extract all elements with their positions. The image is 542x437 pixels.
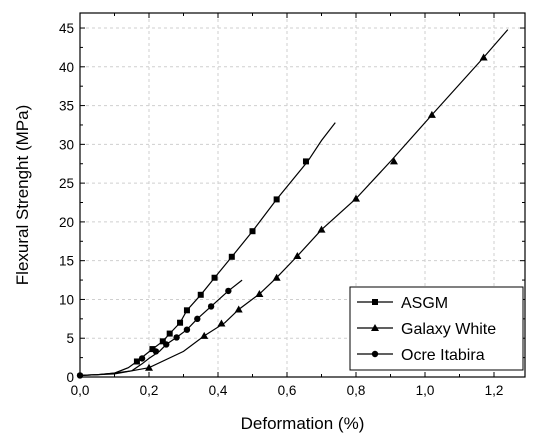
data-point-asgm: [249, 228, 256, 235]
data-point-asgm: [197, 291, 204, 298]
data-point-asgm: [228, 253, 235, 260]
data-point-ocre-itabira: [183, 326, 191, 333]
data-point-galaxy-white: [255, 290, 264, 298]
series-layer: [76, 29, 509, 379]
legend-marker-galaxy-white: [371, 324, 379, 331]
data-point-galaxy-white: [234, 305, 243, 313]
y-tick-label: 5: [66, 331, 74, 346]
data-point-ocre-itabira: [138, 355, 146, 362]
legend-label-ocre-itabira: Ocre Itabira: [401, 347, 485, 364]
data-point-asgm: [166, 330, 173, 337]
tick-labels: 0,0 0,2 0,4 0,6 0,8 1,0 1,2 0 5 10 15 20 25 30 35 40 45: [59, 21, 503, 398]
plot-area-frame: [79, 12, 526, 378]
grid-lines: [80, 13, 525, 377]
data-point-ocre-itabira: [163, 341, 170, 348]
data-point-ocre-itabira: [152, 348, 160, 355]
data-point-ocre-itabira: [194, 315, 201, 323]
data-point-galaxy-white: [200, 331, 209, 339]
data-point-ocre-itabira: [225, 287, 232, 295]
legend: ASGM Galaxy White Ocre Itabira: [349, 286, 524, 371]
data-point-ocre-itabira: [207, 303, 215, 310]
y-tick-label: 35: [59, 99, 74, 114]
data-point-ocre-itabira: [173, 334, 180, 341]
data-point-asgm: [159, 338, 166, 345]
y-tick-label: 20: [59, 215, 74, 230]
y-tick-label: 0: [66, 370, 74, 385]
data-point-asgm: [273, 196, 280, 203]
data-point-asgm: [211, 274, 218, 281]
data-point-asgm: [133, 358, 140, 365]
data-point-asgm: [183, 307, 190, 314]
data-point-galaxy-white: [479, 53, 488, 61]
x-tick-label: 0,0: [71, 383, 90, 398]
data-point-galaxy-white: [352, 194, 360, 202]
x-tick-label: 0,4: [209, 383, 228, 398]
y-tick-label: 10: [59, 292, 74, 307]
data-point-asgm: [302, 158, 309, 165]
data-point-asgm: [177, 319, 184, 326]
y-tick-label: 40: [59, 60, 74, 75]
data-point-galaxy-white: [145, 363, 153, 371]
series-ocre-itabira: [76, 279, 243, 379]
x-axis-title: Deformation (%): [241, 414, 365, 433]
y-tick-label: 45: [59, 21, 74, 36]
data-point-asgm: [149, 346, 156, 353]
data-point-galaxy-white: [272, 273, 281, 281]
x-tick-label: 1,2: [485, 383, 504, 398]
legend-marker-ocre-itabira: [371, 350, 379, 358]
legend-label-asgm: ASGM: [401, 295, 448, 312]
x-tick-label: 1,0: [416, 383, 435, 398]
axis-ticks: [79, 13, 525, 378]
data-point-galaxy-white: [389, 157, 398, 165]
series-line-asgm: [79, 122, 336, 376]
y-tick-label: 15: [59, 254, 74, 269]
x-tick-label: 0,2: [140, 383, 159, 398]
x-tick-label: 0,6: [278, 383, 297, 398]
legend-marker-asgm: [372, 299, 378, 305]
data-point-galaxy-white: [293, 252, 302, 260]
series-asgm: [79, 122, 336, 376]
legend-entries: ASGM Galaxy White Ocre Itabira: [357, 295, 496, 364]
legend-label-galaxy-white: Galaxy White: [401, 321, 496, 338]
y-axis-title: Flexural Strenght (MPa): [13, 105, 32, 285]
x-tick-label: 0,8: [347, 383, 366, 398]
data-point-galaxy-white: [317, 225, 326, 233]
data-point-galaxy-white: [427, 110, 436, 118]
data-point-galaxy-white: [217, 319, 226, 327]
y-tick-label: 25: [59, 176, 74, 191]
y-tick-label: 30: [59, 137, 74, 152]
